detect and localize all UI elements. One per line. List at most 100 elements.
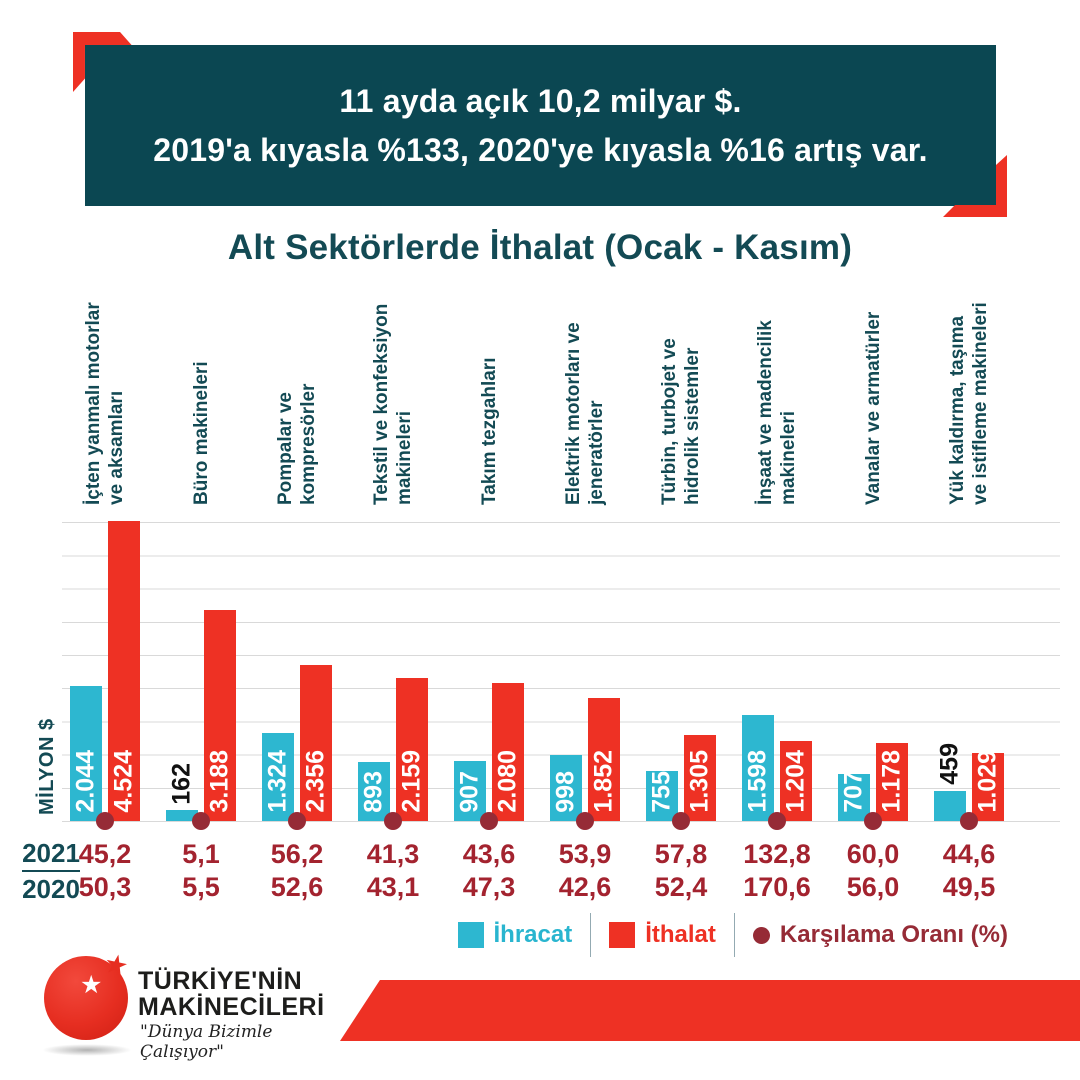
- ratio-value: 170,6: [743, 872, 811, 902]
- ihracat-bar: 1.324: [262, 733, 294, 821]
- ratio-value: 43,1: [366, 872, 420, 902]
- bar-chart: 2.044 4.524 162 3.188 1.324 2.356 893 2.159 907 2…: [62, 521, 1060, 830]
- category-label: Pompalar ve kompresörler: [275, 383, 319, 505]
- karsilama-orani-dot-icon: [576, 812, 594, 830]
- star-icon: ★: [101, 947, 132, 983]
- category-label: Tekstil ve konfeksiyon makineleri: [371, 303, 415, 505]
- bar-group: 998 1.852: [550, 698, 620, 830]
- bar-value-label: 1.305: [685, 750, 714, 813]
- header-banner: 11 ayda açık 10,2 milyar $. 2019'a kıyas…: [85, 45, 996, 206]
- category-label: Yük kaldırma, taşıma ve istifleme makine…: [947, 302, 991, 505]
- karsilama-orani-dot-icon: [384, 812, 402, 830]
- bar-value-label: 707: [839, 771, 868, 813]
- category-label-cell: İçten yanmalı motorlar ve aksamları: [70, 290, 140, 505]
- ratio-value: 132,8: [743, 839, 811, 869]
- turkiyenin-makinecileri-logo: ★ ★ TÜRKİYE'NİN MAKİNECİLERİ "Dünya Bizi…: [42, 947, 342, 1062]
- category-label: İnşaat ve madencilik makineleri: [755, 320, 799, 505]
- category-label-cell: Büro makineleri: [166, 290, 236, 505]
- ratio-value: 42,6: [558, 872, 612, 902]
- bar-value-label: 755: [647, 771, 676, 813]
- category-label-cell: Takım tezgahları: [454, 290, 524, 505]
- bar-value-label: 2.159: [397, 750, 426, 813]
- karsilama-orani-dot-icon: [672, 812, 690, 830]
- karsilama-orani-dot-icon: [864, 812, 882, 830]
- ratio-value: 52,6: [270, 872, 324, 902]
- category-label: Elektrik motorları ve jeneratörler: [563, 322, 607, 505]
- bar-group: 162 3.188: [166, 609, 236, 830]
- header-line2: 2019'a kıyasla %133, 2020'ye kıyasla %16…: [153, 131, 928, 168]
- ithalat-bar: 1.178: [876, 742, 908, 821]
- ratio-value: 52,4: [654, 872, 708, 902]
- category-label-cell: Pompalar ve kompresörler: [262, 290, 332, 505]
- ithalat-bar: 2.159: [396, 677, 428, 821]
- ratio-value: 57,8: [654, 839, 708, 869]
- legend-karsilama-label: Karşılama Oranı (%): [779, 921, 1008, 948]
- category-label: Büro makineleri: [191, 361, 212, 505]
- karsilama-orani-dot-icon: [288, 812, 306, 830]
- legend-item-ithalat: İthalat: [609, 921, 716, 949]
- ratio-value: 41,3: [366, 839, 420, 869]
- legend-ithalat-label: İthalat: [645, 921, 716, 948]
- logo-shadow: [42, 1044, 132, 1056]
- legend-ihracat-label: İhracat: [493, 921, 573, 948]
- ihracat-bar: 755: [646, 770, 678, 821]
- bar-group: 1.324 2.356: [262, 664, 332, 830]
- karsilama-orani-dot-icon: [96, 812, 114, 830]
- bar-value-label: 1.204: [781, 750, 810, 813]
- category-label-cell: Türbin, turbojet ve hidrolik sistemler: [646, 290, 716, 505]
- chart-title: Alt Sektörlerde İthalat (Ocak - Kasım): [227, 228, 853, 267]
- star-icon: ★: [80, 971, 103, 999]
- category-label: Takım tezgahları: [479, 357, 500, 505]
- bar-group: 707 1.178: [838, 742, 908, 830]
- ithalat-swatch-icon: [609, 922, 636, 948]
- header-line1: 11 ayda açık 10,2 milyar $.: [339, 82, 742, 119]
- bar-value-label: 1.852: [589, 750, 618, 813]
- category-label-cell: Elektrik motorları ve jeneratörler: [550, 290, 620, 505]
- ratio-row-2020: 50,3 5,5 52,6 43,1 47,3 42,6 52,4 170,6 56,0 49,5: [62, 872, 1052, 903]
- category-label: Türbin, turbojet ve hidrolik sistemler: [659, 338, 703, 505]
- bar-value-label: 3.188: [205, 750, 234, 813]
- ratio-value: 50,3: [78, 872, 132, 902]
- bar-group: 2.044 4.524: [70, 521, 140, 830]
- ratio-value: 56,2: [270, 839, 324, 869]
- bar-value-label: 2.044: [71, 750, 100, 813]
- category-labels: İçten yanmalı motorlar ve aksamları Büro …: [62, 290, 1052, 505]
- bar-group: 1.598 1.204: [742, 715, 812, 830]
- ithalat-bar: 1.029: [972, 750, 1004, 821]
- y-axis-label: MİLYON $: [36, 718, 58, 815]
- ithalat-bar: 1.305: [684, 734, 716, 821]
- ratio-value: 45,2: [78, 839, 132, 869]
- category-label-cell: Vanalar ve armatürler: [838, 290, 908, 505]
- ithalat-bar: 2.080: [492, 683, 524, 821]
- bar-group: 755 1.305: [646, 734, 716, 830]
- bar-value-label: 2.080: [493, 750, 522, 813]
- ihracat-bar: 893: [358, 761, 390, 821]
- bar-value-label: 1.178: [877, 750, 906, 813]
- ratio-value: 43,6: [462, 839, 516, 869]
- karsilama-dot-icon: [752, 926, 770, 944]
- bar-value-label: 998: [551, 771, 580, 813]
- ratio-value: 60,0: [846, 839, 900, 869]
- ithalat-bar: 2.356: [300, 664, 332, 821]
- category-label: Vanalar ve armatürler: [863, 311, 884, 505]
- karsilama-orani-dot-icon: [480, 812, 498, 830]
- ihracat-bar: 998: [550, 754, 582, 821]
- ithalat-bar: 1.852: [588, 698, 620, 821]
- bar-value-label: 459: [935, 742, 964, 785]
- legend-divider: [590, 913, 592, 957]
- ithalat-bar: 1.204: [780, 741, 812, 821]
- ihracat-bar: 907: [454, 760, 486, 821]
- ihracat-swatch-icon: [457, 922, 484, 948]
- bar-value-label: 2.356: [301, 750, 330, 813]
- logo-wordmark: TÜRKİYE'NİN MAKİNECİLERİ: [138, 967, 325, 1021]
- ithalat-bar: 3.188: [204, 609, 236, 821]
- legend-item-karsilama: Karşılama Oranı (%): [752, 921, 1008, 949]
- year-2020-label: 2020: [22, 874, 80, 904]
- ratio-year-labels: 2021 2020: [22, 838, 80, 905]
- bar-group: 459 1.029: [934, 743, 1004, 830]
- category-label-cell: İnşaat ve madencilik makineleri: [742, 290, 812, 505]
- karsilama-orani-dot-icon: [768, 812, 786, 830]
- bar-value-label: 4.524: [109, 750, 138, 813]
- bar-value-label: 907: [455, 771, 484, 813]
- bar-value-label: 1.598: [743, 750, 772, 813]
